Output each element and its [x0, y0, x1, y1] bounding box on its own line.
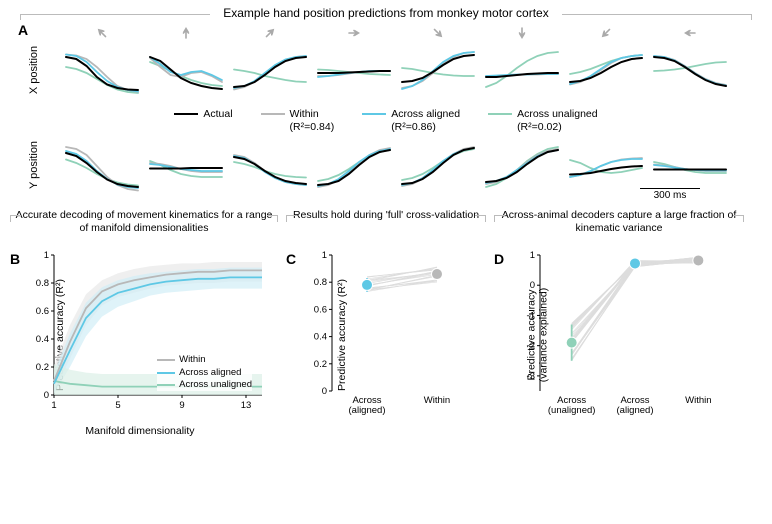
panel-d-chart: Predictive accuracy(variance explained) …: [500, 249, 740, 421]
panel-a-legend: ActualWithin(R²=0.84)Across aligned(R²=0…: [0, 104, 772, 137]
svg-text:-3: -3: [527, 371, 535, 382]
svg-text:-1: -1: [527, 311, 535, 322]
y-position-label: Y position: [28, 141, 40, 189]
svg-text:Within: Within: [424, 395, 450, 406]
panel-b: Accurate decoding of movement kinematics…: [10, 207, 278, 421]
svg-text:-2: -2: [527, 341, 535, 352]
traces-x-section: X position: [0, 42, 772, 104]
svg-text:0: 0: [322, 386, 327, 397]
panel-d-title: Across-animal decoders capture a large f…: [494, 207, 744, 249]
panel-c-chart: Predictive accuracy (R²) 00.20.40.60.81A…: [292, 249, 482, 421]
svg-text:Within: Within: [685, 395, 711, 406]
panel-b-xlabel: Manifold dimensionality: [10, 425, 270, 437]
svg-text:1: 1: [322, 250, 327, 261]
svg-text:0.4: 0.4: [36, 334, 49, 345]
svg-text:0: 0: [530, 280, 535, 291]
svg-text:0.8: 0.8: [36, 278, 49, 289]
bracket-right: [562, 14, 752, 20]
panel-c-title: Results hold during 'full' cross-validat…: [286, 207, 486, 249]
panel-c: Results hold during 'full' cross-validat…: [286, 207, 486, 421]
panel-b-title: Accurate decoding of movement kinematics…: [10, 207, 278, 249]
x-position-label: X position: [28, 46, 40, 94]
bracket-left: [20, 14, 210, 20]
svg-text:0.4: 0.4: [314, 332, 327, 343]
svg-text:1: 1: [530, 250, 535, 261]
traces-y-section: Y position 300 ms: [0, 137, 772, 199]
panel-b-chart: Predictive accuracy (R²) 00.20.40.60.811…: [10, 249, 270, 421]
svg-text:0.6: 0.6: [36, 306, 49, 317]
traces-x-row: [0, 42, 772, 104]
figure-title-text: Example hand position predictions from m…: [223, 6, 548, 20]
figure-title: Example hand position predictions from m…: [0, 0, 772, 24]
svg-text:1: 1: [51, 400, 56, 411]
svg-text:0.8: 0.8: [314, 277, 327, 288]
svg-text:9: 9: [179, 400, 184, 411]
svg-text:(aligned): (aligned): [349, 405, 386, 416]
svg-text:(unaligned): (unaligned): [548, 405, 596, 416]
svg-text:(aligned): (aligned): [617, 405, 654, 416]
panel-a: A X position ActualWithin(R²=0.84)Across…: [0, 24, 772, 199]
svg-text:1: 1: [44, 250, 49, 261]
svg-text:0.2: 0.2: [314, 359, 327, 370]
panel-a-letter: A: [18, 22, 28, 38]
svg-text:13: 13: [241, 400, 252, 411]
svg-text:0.2: 0.2: [36, 362, 49, 373]
panel-b-legend: WithinAcross alignedAcross unaligned: [157, 354, 252, 391]
svg-text:0.6: 0.6: [314, 305, 327, 316]
lower-panels: Accurate decoding of movement kinematics…: [0, 199, 772, 421]
direction-arrows-row: [0, 24, 772, 42]
svg-text:0: 0: [44, 390, 49, 401]
svg-text:5: 5: [115, 400, 120, 411]
panel-d: Across-animal decoders capture a large f…: [494, 207, 744, 421]
